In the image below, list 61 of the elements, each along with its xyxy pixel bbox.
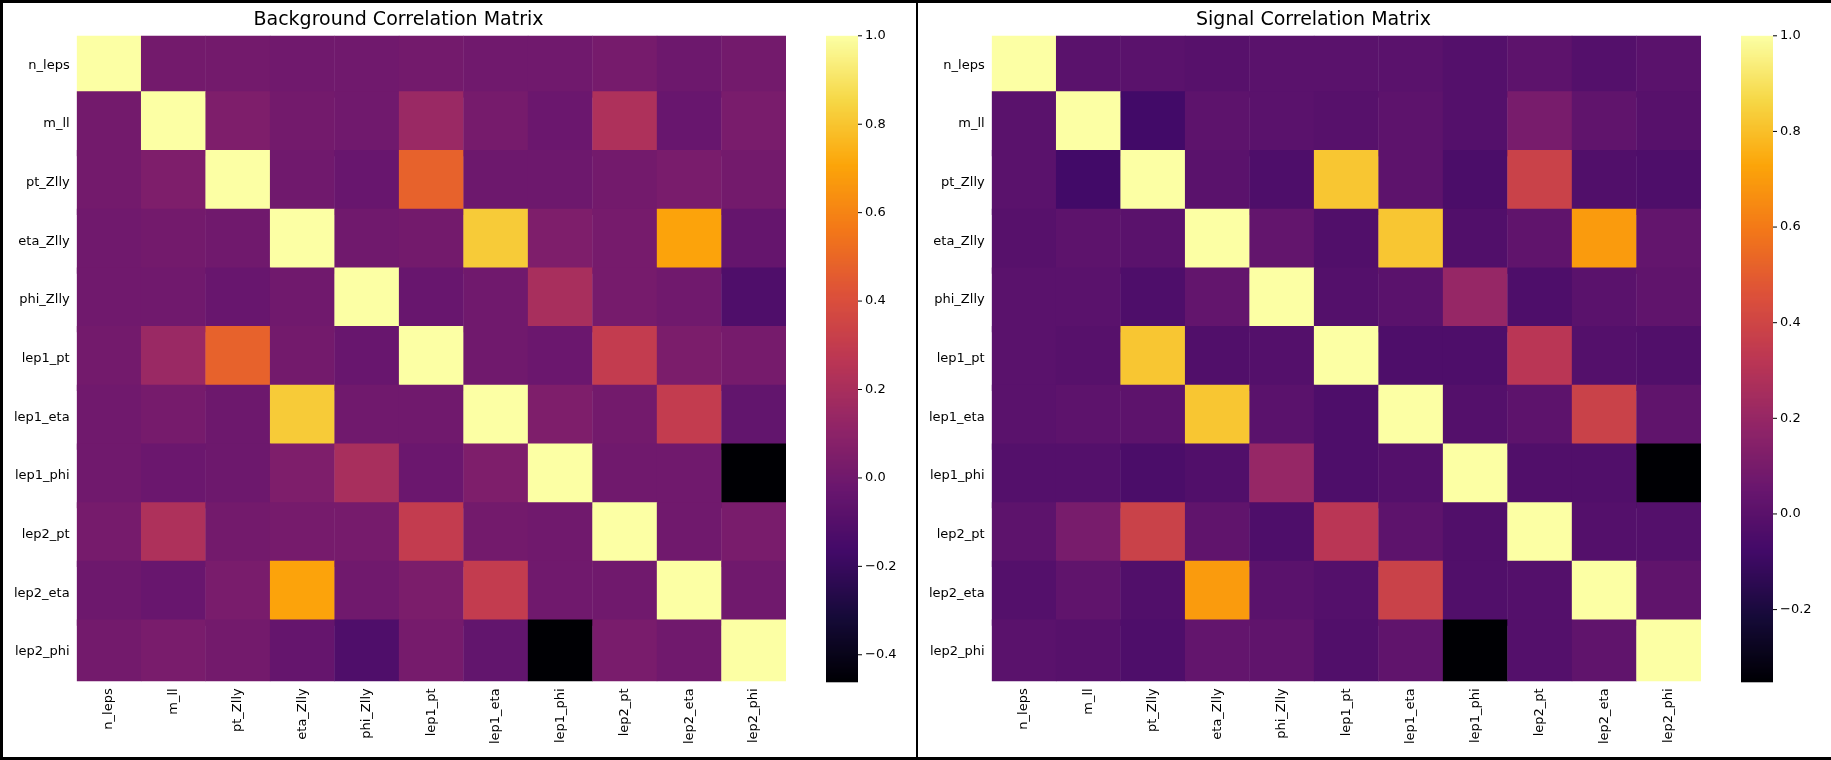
y-tick-label: pt_Zlly <box>26 173 70 189</box>
color-bar-label: −0.2 <box>1780 600 1812 616</box>
x-tick-label: lep2_phi <box>745 688 761 744</box>
x-tick-label: phi_Zlly <box>1273 688 1289 739</box>
color-bar-label: 1.0 <box>1780 27 1801 43</box>
x-tick-label: n_leps <box>100 688 116 730</box>
x-tick-label: phi_Zlly <box>358 688 374 739</box>
x-tick-label: lep2_eta <box>680 688 696 745</box>
chart-title: Background Correlation Matrix <box>253 7 544 30</box>
color-bar-label: 0.0 <box>865 469 886 485</box>
color-bar-label: 0.4 <box>865 292 886 308</box>
x-tick-label: eta_Zlly <box>1208 688 1224 740</box>
x-tick-label: lep2_pt <box>616 688 632 737</box>
x-tick-label: m_ll <box>1079 688 1095 715</box>
x-tick-label: eta_Zlly <box>293 688 309 740</box>
y-tick-label: n_leps <box>943 56 985 72</box>
x-tick-label: pt_Zlly <box>1144 688 1160 732</box>
color-bar-label: 0.0 <box>1780 505 1801 521</box>
x-tick-label: lep1_eta <box>1402 688 1418 745</box>
y-tick-label: m_ll <box>43 115 70 131</box>
y-tick-label: lep1_pt <box>21 349 70 365</box>
y-tick-label: pt_Zlly <box>941 173 985 189</box>
y-tick-label: eta_Zlly <box>933 232 985 248</box>
x-tick-label: lep1_phi <box>551 688 567 744</box>
color-bar-label: 0.8 <box>865 115 886 131</box>
x-tick-label: n_leps <box>1015 688 1031 730</box>
y-tick-label: n_leps <box>28 56 70 72</box>
y-tick-label: lep2_pt <box>936 525 985 541</box>
x-tick-label: m_ll <box>164 688 180 715</box>
y-tick-label: eta_Zlly <box>18 232 70 248</box>
y-tick-label: lep1_phi <box>929 467 985 483</box>
color-bar-label: 0.6 <box>865 204 886 220</box>
color-bar-label: 0.2 <box>865 380 886 396</box>
y-tick-label: lep1_eta <box>13 408 70 424</box>
y-tick-label: lep2_eta <box>928 584 985 600</box>
x-tick-label: lep1_pt <box>422 688 438 737</box>
x-tick-label: lep2_eta <box>1595 688 1611 745</box>
color-bar-label: 0.4 <box>1780 314 1801 330</box>
y-tick-label: lep1_phi <box>14 467 70 483</box>
y-tick-label: lep2_phi <box>14 643 70 659</box>
color-bar-label: 0.6 <box>1780 218 1801 234</box>
x-tick-label: lep1_pt <box>1337 688 1353 737</box>
color-bar-label: 1.0 <box>865 27 886 43</box>
color-bar-label: 0.2 <box>1780 409 1801 425</box>
y-tick-label: lep2_pt <box>21 525 70 541</box>
x-tick-label: lep1_phi <box>1466 688 1482 744</box>
y-tick-label: lep1_pt <box>936 349 985 365</box>
color-bar-label: −0.2 <box>865 557 897 573</box>
y-tick-label: phi_Zlly <box>19 291 70 307</box>
y-tick-label: lep1_eta <box>928 408 985 424</box>
y-tick-label: lep2_eta <box>13 584 70 600</box>
color-bar-label: 0.8 <box>1780 122 1801 138</box>
x-tick-label: lep2_phi <box>1660 688 1676 744</box>
y-tick-label: m_ll <box>958 115 985 131</box>
color-bar-label: −0.4 <box>865 646 897 662</box>
chart-title: Signal Correlation Matrix <box>1195 7 1432 30</box>
x-tick-label: lep1_eta <box>487 688 503 745</box>
x-tick-label: lep2_pt <box>1531 688 1547 737</box>
x-tick-label: pt_Zlly <box>229 688 245 732</box>
y-tick-label: phi_Zlly <box>934 291 985 307</box>
y-tick-label: lep2_phi <box>929 643 985 659</box>
